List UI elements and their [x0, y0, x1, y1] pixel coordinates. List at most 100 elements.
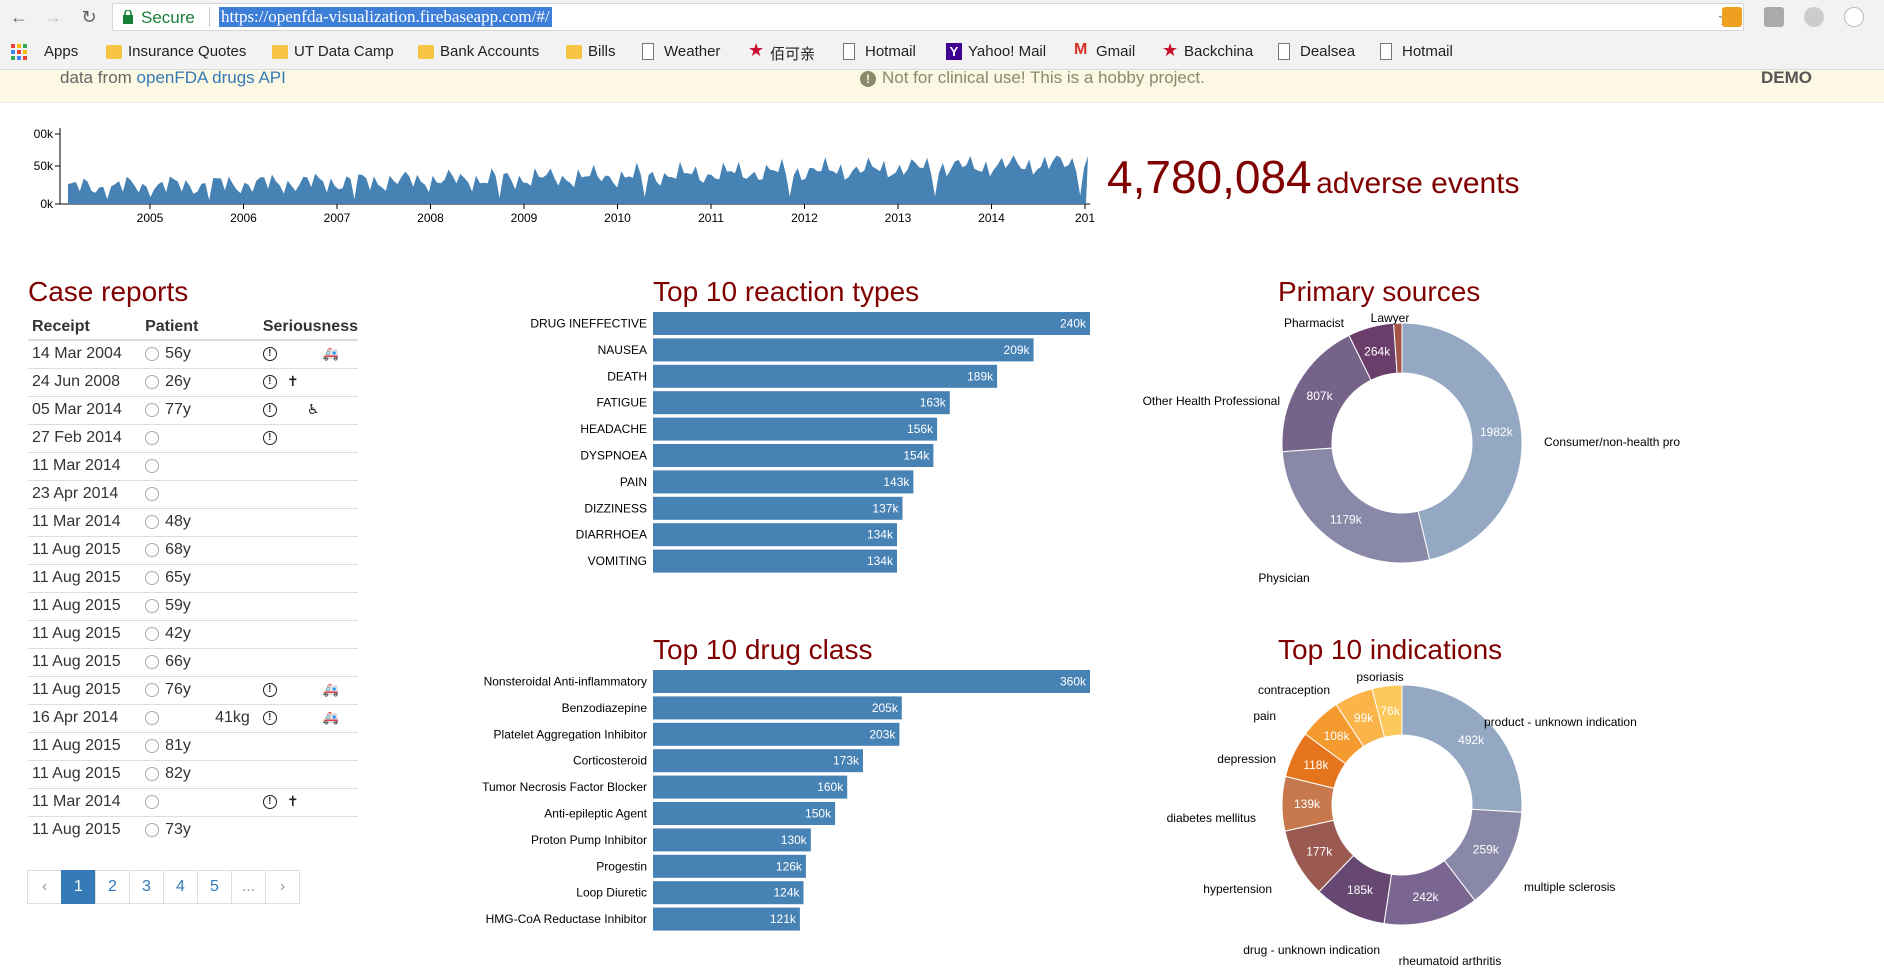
- bar-value-label: 154k: [903, 449, 930, 463]
- patient-cell: [141, 787, 259, 816]
- bookmark-2[interactable]: UT Data Camp: [294, 43, 394, 60]
- page-button-7[interactable]: ›: [265, 870, 300, 904]
- table-row[interactable]: 11 Mar 2014: [28, 451, 358, 480]
- disability-icon: ♿: [306, 401, 320, 418]
- receipt-cell: 05 Mar 2014: [28, 395, 142, 424]
- address-bar[interactable]: Secure https://openfda-visualization.fir…: [112, 3, 1744, 31]
- patient-value: 81y: [165, 737, 191, 754]
- table-row[interactable]: 11 Aug 2015 66y: [28, 647, 358, 676]
- page-button-6[interactable]: ...: [231, 870, 266, 904]
- table-row[interactable]: 11 Aug 2015 73y: [28, 815, 358, 844]
- bar[interactable]: [653, 496, 903, 520]
- bookmark-4[interactable]: Bills: [588, 43, 616, 60]
- bookmark-10[interactable]: Backchina: [1184, 43, 1254, 60]
- bar[interactable]: [653, 417, 938, 441]
- table-row[interactable]: 11 Mar 2014! ✝: [28, 787, 358, 816]
- bar[interactable]: [653, 670, 1090, 693]
- bookmark-5[interactable]: Weather: [664, 43, 721, 60]
- slice-value-label: 492k: [1458, 733, 1485, 747]
- bookmark-3[interactable]: Bank Accounts: [440, 43, 540, 60]
- extension-icon[interactable]: [1764, 7, 1784, 27]
- page-button-0[interactable]: ‹: [27, 870, 62, 904]
- url-text[interactable]: https://openfda-visualization.firebaseap…: [219, 7, 552, 27]
- bar[interactable]: [653, 549, 897, 573]
- patient-header[interactable]: Patient: [141, 314, 259, 341]
- bar[interactable]: [653, 364, 998, 388]
- bookmark-12[interactable]: Hotmail: [1402, 43, 1453, 60]
- bar[interactable]: [653, 854, 806, 878]
- skype-extension-icon[interactable]: [1804, 7, 1824, 27]
- table-row[interactable]: 11 Aug 2015 59y: [28, 591, 358, 620]
- bar[interactable]: [653, 775, 848, 799]
- slice-name-label: depression: [1217, 752, 1276, 766]
- table-row[interactable]: 11 Aug 2015 76y! 🚑: [28, 675, 358, 704]
- drug-class-title: Top 10 drug class: [653, 634, 873, 665]
- table-row[interactable]: 11 Aug 2015 42y: [28, 619, 358, 648]
- table-row[interactable]: 16 Apr 2014 41kg! 🚑: [28, 703, 358, 732]
- table-row[interactable]: 11 Aug 2015 81y: [28, 731, 358, 760]
- receipt-cell: 11 Aug 2015: [28, 563, 142, 592]
- receipt-header[interactable]: Receipt: [28, 314, 142, 341]
- bar[interactable]: [653, 338, 1034, 362]
- patient-value: 76y: [165, 681, 191, 698]
- back-arrow-icon[interactable]: ←: [10, 7, 28, 27]
- seriousness-cell: ! 🚑: [258, 703, 358, 732]
- info-extension-icon[interactable]: [1844, 7, 1864, 27]
- female-icon: [145, 682, 160, 697]
- bar[interactable]: [653, 391, 950, 415]
- seriousness-header[interactable]: Seriousness: [258, 314, 358, 341]
- bookmark-1[interactable]: Insurance Quotes: [128, 43, 247, 60]
- bar[interactable]: [653, 444, 934, 467]
- amazon-extension-icon[interactable]: [1722, 7, 1742, 27]
- bookmark-9[interactable]: Gmail: [1096, 43, 1136, 60]
- table-row[interactable]: 05 Mar 2014 77y! ♿: [28, 395, 358, 424]
- seriousness-cell: !: [258, 423, 358, 452]
- table-row[interactable]: 11 Aug 2015 82y: [28, 759, 358, 788]
- page-button-1[interactable]: 1: [61, 870, 96, 904]
- page-button-2[interactable]: 2: [95, 870, 130, 904]
- forward-arrow-icon[interactable]: →: [44, 7, 62, 27]
- table-row[interactable]: 23 Apr 2014: [28, 479, 358, 508]
- bar[interactable]: [653, 907, 800, 931]
- donut-slice[interactable]: [1401, 684, 1523, 813]
- page-button-5[interactable]: 5: [197, 870, 232, 904]
- table-row[interactable]: 11 Aug 2015 65y: [28, 563, 358, 592]
- bar[interactable]: [653, 722, 900, 746]
- page-button-4[interactable]: 4: [163, 870, 198, 904]
- bar[interactable]: [653, 523, 897, 547]
- table-row[interactable]: 11 Aug 2015 68y: [28, 535, 358, 564]
- bar-value-label: 240k: [1060, 317, 1087, 331]
- donut-slice[interactable]: [1401, 322, 1523, 561]
- bookmark-6[interactable]: 佰可亲: [770, 46, 816, 63]
- bookmark-8[interactable]: Yahoo! Mail: [968, 43, 1047, 60]
- bar-value-label: 143k: [883, 475, 910, 489]
- seriousness-cell: [258, 815, 358, 844]
- donut-slice[interactable]: [1281, 447, 1431, 564]
- page-button-3[interactable]: 3: [129, 870, 164, 904]
- bar[interactable]: [653, 470, 914, 494]
- bar[interactable]: [653, 802, 836, 825]
- bar[interactable]: [653, 828, 811, 852]
- bookmark-0[interactable]: Apps: [44, 43, 79, 60]
- bar[interactable]: [653, 312, 1090, 335]
- bookmark-11[interactable]: Dealsea: [1300, 43, 1356, 60]
- donut-slice[interactable]: [1371, 684, 1403, 738]
- reload-icon[interactable]: ↻: [81, 7, 97, 27]
- donut-slice[interactable]: [1393, 322, 1403, 374]
- timeline-area: [68, 155, 1088, 204]
- slice-value-label: 1982k: [1480, 425, 1514, 439]
- openfda-link[interactable]: openFDA drugs API: [136, 70, 286, 87]
- bar[interactable]: [653, 749, 863, 773]
- alert-icon: !: [262, 430, 277, 445]
- bar[interactable]: [653, 696, 902, 720]
- patient-cell: 82y: [141, 759, 259, 788]
- bookmark-7[interactable]: Hotmail: [865, 43, 916, 60]
- table-row[interactable]: 24 Jun 2008 26y! ✝: [28, 367, 358, 396]
- receipt-cell: 11 Aug 2015: [28, 731, 142, 760]
- bar-value-label: 150k: [805, 807, 832, 821]
- table-row[interactable]: 11 Mar 2014 48y: [28, 507, 358, 536]
- table-row[interactable]: 14 Mar 2004 56y! 🚑: [28, 339, 358, 368]
- table-row[interactable]: 27 Feb 2014!: [28, 423, 358, 452]
- bar[interactable]: [653, 881, 804, 905]
- table-header-row: Receipt Patient Seriousness: [28, 314, 358, 341]
